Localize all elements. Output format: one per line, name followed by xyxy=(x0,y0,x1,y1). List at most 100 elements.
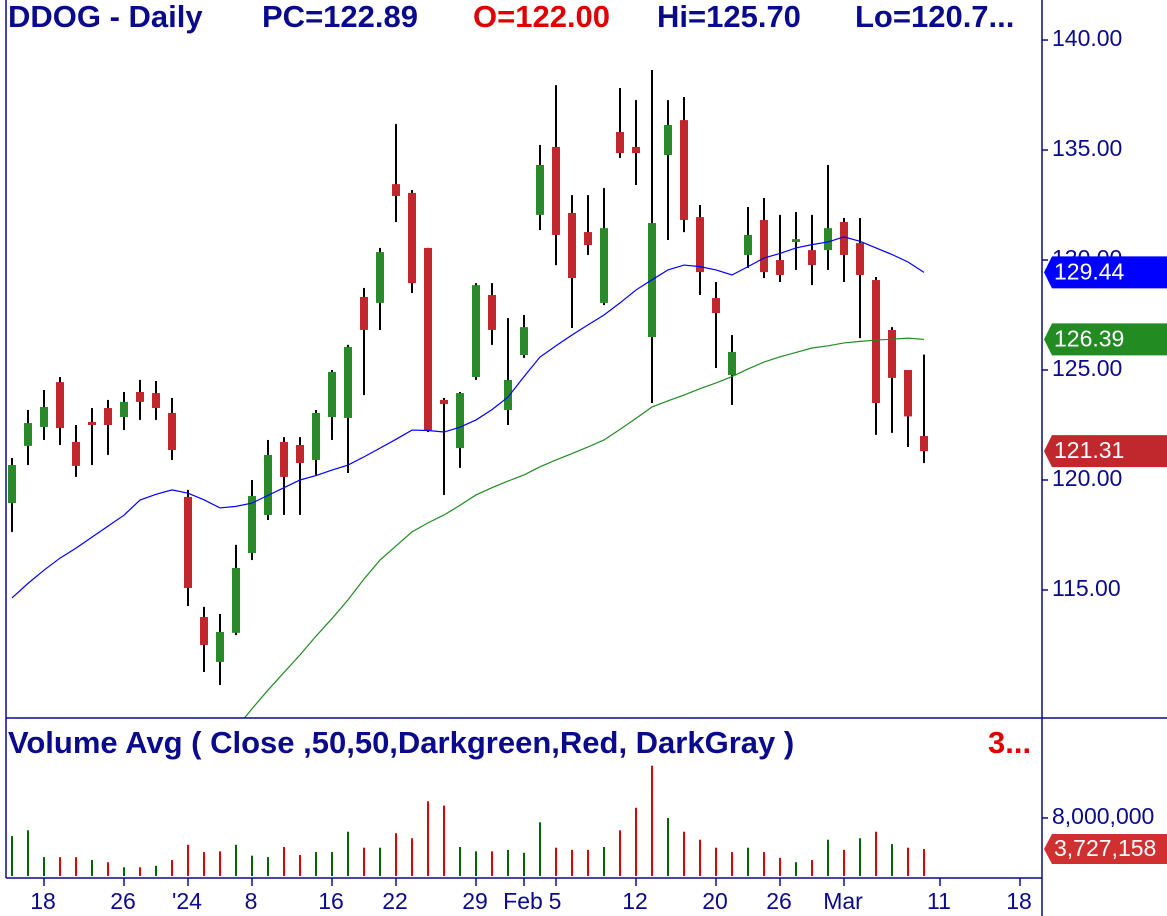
volume-bar xyxy=(635,807,637,876)
candle-body xyxy=(168,412,176,451)
volume-bar xyxy=(811,860,813,876)
candle-body xyxy=(344,346,352,418)
candle-body xyxy=(392,184,400,196)
candle-body xyxy=(408,192,416,284)
candle-body xyxy=(72,441,80,466)
candle-body xyxy=(696,217,704,273)
volume-bar xyxy=(123,867,125,876)
x-tick-label: 11 xyxy=(927,888,951,914)
volume-bar xyxy=(59,857,61,876)
price-plot xyxy=(8,69,928,718)
candle-body xyxy=(232,567,240,633)
volume-bar xyxy=(91,860,93,876)
candle-body xyxy=(40,406,48,427)
last-close-tag: 121.31 xyxy=(1054,437,1124,463)
volume-bar xyxy=(459,846,461,876)
volume-bar xyxy=(683,831,685,876)
candle-body xyxy=(216,631,224,662)
volume-bar xyxy=(219,851,221,876)
x-axis: 18 26 '24 8 16 22 29 Feb 5 12 20 26 Mar 11 18 xyxy=(30,878,1032,914)
candle-body xyxy=(872,280,880,403)
volume-bar xyxy=(907,847,909,876)
candle-body xyxy=(776,260,784,275)
candle-body xyxy=(504,379,512,411)
candle-body xyxy=(456,393,464,449)
y-tick-label: 125.00 xyxy=(1052,355,1122,381)
volume-bar xyxy=(363,847,365,876)
candle-body xyxy=(360,296,368,330)
volume-bar xyxy=(747,847,749,876)
volume-bar xyxy=(731,852,733,876)
candle-body xyxy=(920,435,928,452)
candle-body xyxy=(376,252,384,303)
volume-bar xyxy=(715,847,717,876)
candle-body xyxy=(616,131,624,154)
candle-body xyxy=(280,441,288,477)
candle-body xyxy=(728,351,736,376)
candle-body xyxy=(472,285,480,378)
volume-bar xyxy=(923,848,925,876)
volume-bar xyxy=(43,857,45,876)
volume-bar xyxy=(571,849,573,876)
volume-plot: Volume Avg ( Close ,50,50,Darkgreen,Red,… xyxy=(8,725,1031,876)
y-tick-label: 140.00 xyxy=(1052,25,1122,51)
candle-body xyxy=(8,465,16,504)
y-tick-label: 135.00 xyxy=(1052,135,1122,161)
y-tick-label: 115.00 xyxy=(1052,575,1121,601)
last-volume-label: 3,727,158 xyxy=(1054,835,1156,861)
candle-body xyxy=(184,496,192,588)
last-close-tag-box xyxy=(1044,435,1167,468)
candle-body xyxy=(760,219,768,273)
volume-bar xyxy=(299,854,301,876)
candle-body xyxy=(488,294,496,330)
candle-body xyxy=(856,243,864,275)
volume-bar xyxy=(203,852,205,876)
moving-average xyxy=(11,236,925,599)
x-tick-label: '24 xyxy=(172,888,202,914)
x-tick-label: 29 xyxy=(462,888,488,914)
candle-body xyxy=(536,164,544,215)
header-field: Hi=125.70 xyxy=(657,0,801,34)
candle-body xyxy=(744,234,752,255)
volume-bar xyxy=(859,838,861,876)
x-tick-label: Feb xyxy=(503,888,543,914)
candle-body xyxy=(552,146,560,235)
volume-bar xyxy=(603,846,605,876)
candle-body xyxy=(664,124,672,156)
candle-body xyxy=(104,408,112,425)
candle-body xyxy=(888,329,896,378)
last-value-tag-box xyxy=(1044,256,1167,289)
candle-body xyxy=(520,327,528,356)
candle-body xyxy=(24,423,32,446)
x-tick-label: 20 xyxy=(702,888,728,914)
last-value-tag: 126.39 xyxy=(1054,326,1124,352)
x-tick-label: 12 xyxy=(622,888,648,914)
volume-bar xyxy=(843,849,845,876)
volume-bar xyxy=(107,862,109,876)
volume-bar xyxy=(235,844,237,876)
volume-bar xyxy=(443,805,445,876)
volume-bar xyxy=(379,847,381,876)
volume-bar xyxy=(267,857,269,876)
x-tick-label: 5 xyxy=(549,888,562,914)
volume-bar xyxy=(283,846,285,876)
last-value-tag: 129.44 xyxy=(1054,258,1125,284)
volume-bar xyxy=(27,830,29,876)
volume-bar xyxy=(347,831,349,876)
header-field: Lo=120.7... xyxy=(855,0,1014,34)
candle-body xyxy=(792,239,800,242)
volume-bar xyxy=(891,844,893,876)
volume-bar xyxy=(507,849,509,876)
volume-title-value: 3... xyxy=(988,725,1031,760)
volume-bar xyxy=(779,857,781,876)
right-axis: 115.00120.00125.00130.00135.00140.00129.… xyxy=(1042,25,1167,864)
candle-body xyxy=(808,250,816,266)
volume-bar xyxy=(251,855,253,876)
volume-bar xyxy=(427,801,429,876)
volume-bar xyxy=(651,765,653,876)
volume-bar xyxy=(171,860,173,876)
candle-body xyxy=(840,221,848,255)
candle-body xyxy=(600,228,608,303)
